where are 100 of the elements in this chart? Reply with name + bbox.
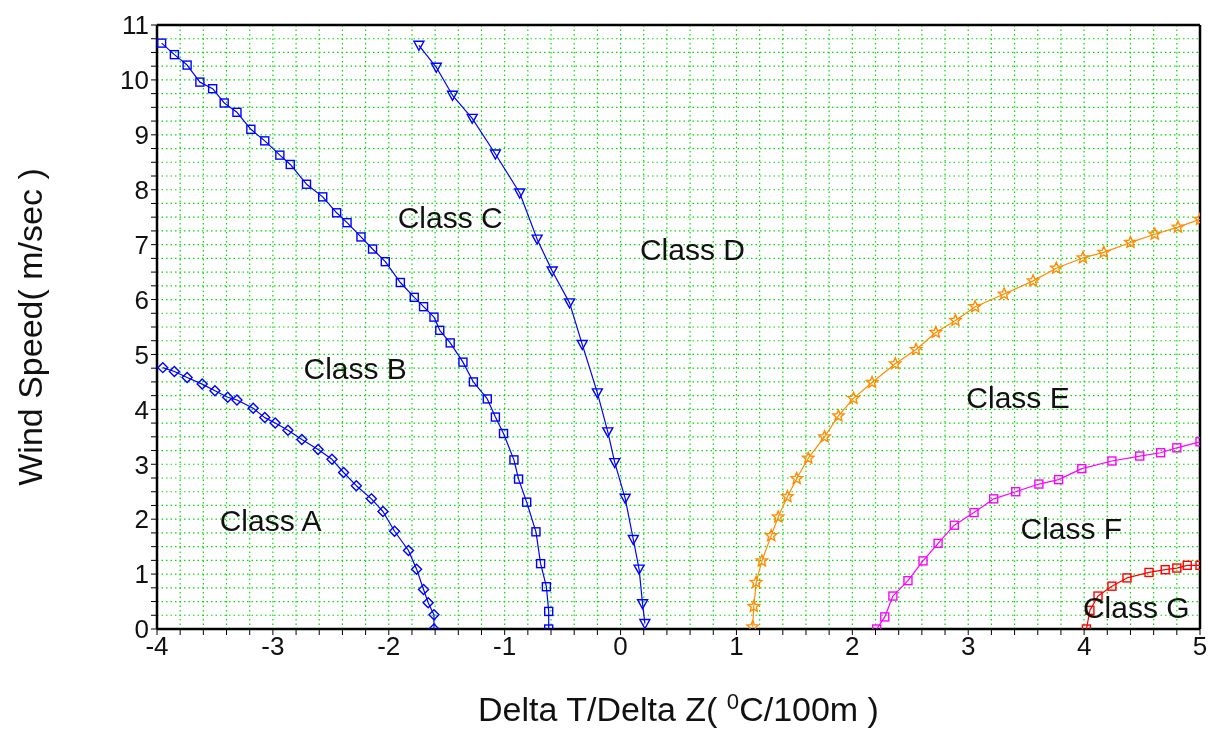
point [312,443,324,456]
point [209,384,221,397]
x-tick-label: 1 [729,631,744,662]
point [1182,560,1192,570]
point [888,591,898,601]
point [636,599,649,610]
point [296,433,308,446]
point [909,342,923,356]
point [418,301,429,312]
point [182,60,192,70]
y-tick-label: 10 [120,65,149,96]
point [531,234,543,245]
point [446,90,459,101]
annotation: Class C [397,201,503,235]
point [435,325,445,335]
point [1053,474,1064,485]
point [847,391,860,404]
point [633,564,645,575]
point [949,313,962,326]
point [428,609,440,621]
x-tick-label: -2 [377,631,401,662]
point [301,179,312,189]
point [755,554,769,567]
point [1171,220,1185,233]
x-tick-label: 2 [845,631,860,662]
point [509,455,519,465]
point [1107,581,1117,591]
x-tick-label: -3 [261,631,285,662]
point [1107,456,1117,466]
point [627,534,639,546]
point [521,497,532,507]
point [365,493,378,505]
point [1124,235,1137,248]
point [1172,443,1182,453]
point [468,377,479,387]
point [576,339,589,351]
point [490,412,501,422]
point [1155,448,1166,458]
point [865,375,879,389]
point [1011,487,1021,497]
point [402,544,415,557]
point [888,357,902,370]
point [337,466,350,479]
point [790,471,804,485]
point [207,83,218,94]
point [246,124,256,135]
point [818,430,831,443]
y-tick-label: 2 [134,504,149,535]
point [430,62,442,73]
point [602,427,614,438]
point [563,298,576,309]
x-tick-label: -1 [493,631,517,662]
point [168,365,181,378]
point [342,217,352,228]
point [968,299,982,313]
point [513,474,524,484]
point [326,453,338,466]
point [1077,463,1087,474]
x-tick-label: 5 [1192,631,1208,662]
point [413,40,425,52]
point [1160,565,1170,575]
point [318,192,328,202]
point [409,292,419,303]
y-tick-label: 4 [134,394,149,425]
point [231,394,243,406]
point [489,149,502,160]
point [157,38,167,48]
point [514,188,526,199]
point [417,583,430,596]
point [285,159,295,170]
point [619,493,631,505]
annotation: Class F [1020,512,1123,546]
point [544,606,554,617]
point [1049,261,1063,274]
point [1097,245,1111,258]
point [531,527,541,537]
point [282,424,294,436]
point [482,394,492,404]
y-tick-label: 11 [122,10,149,41]
point [196,378,208,390]
x-tick-label: 3 [960,631,976,662]
y-tick-label: 6 [134,284,149,315]
y-tick-label: 1 [134,559,149,590]
point [535,558,546,569]
point [275,150,285,160]
point [181,371,193,384]
x-axis-title: Delta T/Delta Z( $^{0}$C/100m ) [478,688,879,728]
y-tick-label: 5 [134,339,149,370]
point [356,232,366,242]
y-tick-label: 3 [134,449,149,480]
point [331,208,342,218]
point [1144,567,1154,578]
point [445,338,455,348]
point [1172,563,1182,573]
point [1034,479,1044,489]
point [410,563,423,575]
y-tick-label: 8 [134,174,149,205]
point [903,575,913,586]
point [781,489,794,503]
point [1135,451,1145,461]
